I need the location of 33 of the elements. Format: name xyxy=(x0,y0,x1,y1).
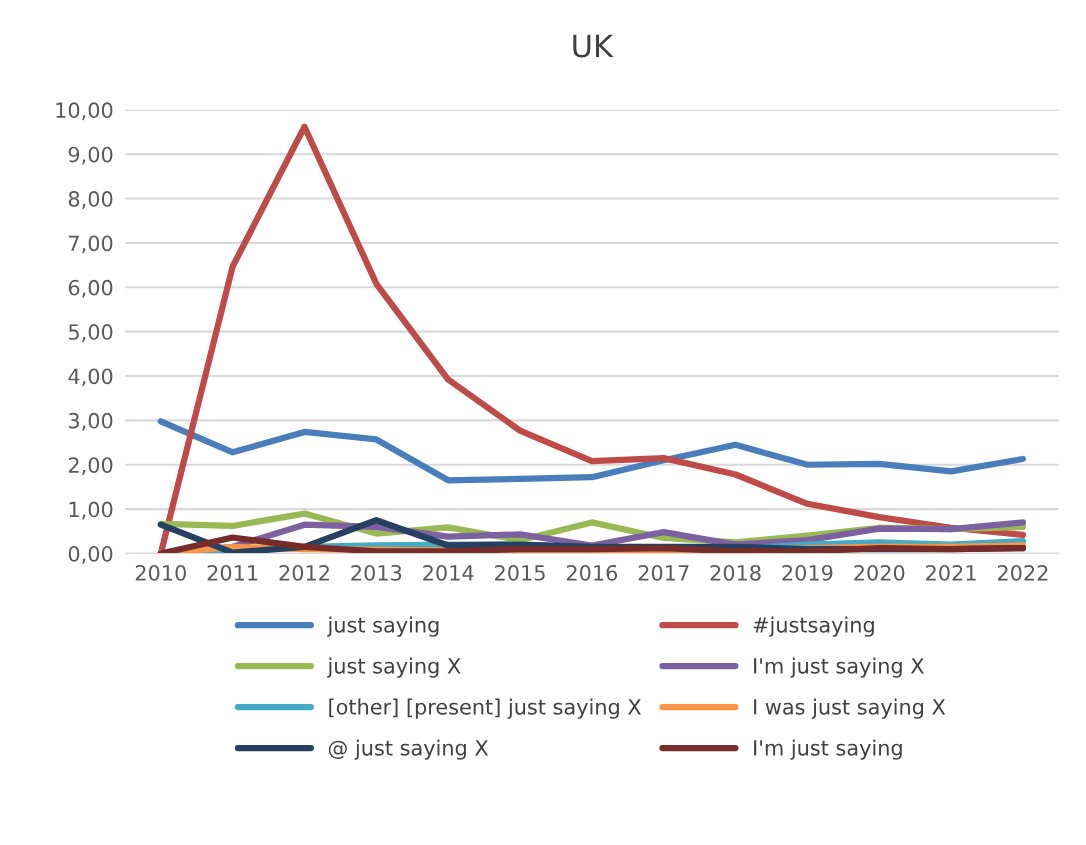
legend-label: just saying xyxy=(327,616,439,637)
legend-label: @ just saying X xyxy=(328,739,489,760)
y-tick-label: 10,00 xyxy=(56,102,113,121)
legend-label: I was just saying X xyxy=(754,698,946,719)
x-tick-label: 2012 xyxy=(279,564,329,581)
chart-title: UK xyxy=(573,34,614,58)
legend-label: I'm just saying xyxy=(754,739,902,760)
x-tick-label: 2017 xyxy=(638,564,689,581)
y-tick-label: 1,00 xyxy=(69,501,113,520)
x-tick-label: 2018 xyxy=(710,564,761,581)
y-tick-label: 2,00 xyxy=(68,457,113,476)
y-tick-label: 6,00 xyxy=(68,279,113,298)
x-tick-label: 2010 xyxy=(135,564,186,581)
y-tick-label: 9,00 xyxy=(68,146,113,165)
y-tick-label: 5,00 xyxy=(69,324,113,342)
x-tick-label: 2022 xyxy=(997,564,1048,581)
x-tick-label: 2015 xyxy=(495,564,545,581)
y-tick-label: 8,00 xyxy=(68,191,113,209)
x-tick-label: 2021 xyxy=(926,564,976,581)
x-tick-label: 2013 xyxy=(351,564,402,581)
legend-label: I'm just saying X xyxy=(754,657,924,678)
x-tick-label: 2020 xyxy=(854,564,905,581)
x-tick-label: 2014 xyxy=(423,564,474,581)
x-tick-label: 2019 xyxy=(782,564,833,581)
x-tick-label: 2011 xyxy=(207,564,258,581)
y-tick-label: 3,00 xyxy=(68,412,113,431)
y-tick-label: 7,00 xyxy=(69,235,113,254)
legend-label: just saying X xyxy=(327,657,461,678)
legend-label: [other] [present] just saying X xyxy=(329,698,641,719)
legend-label: #justsaying xyxy=(753,616,874,637)
y-tick-label: 4,00 xyxy=(68,368,113,387)
y-tick-label: 0,00 xyxy=(68,545,113,564)
x-tick-label: 2016 xyxy=(566,564,618,581)
